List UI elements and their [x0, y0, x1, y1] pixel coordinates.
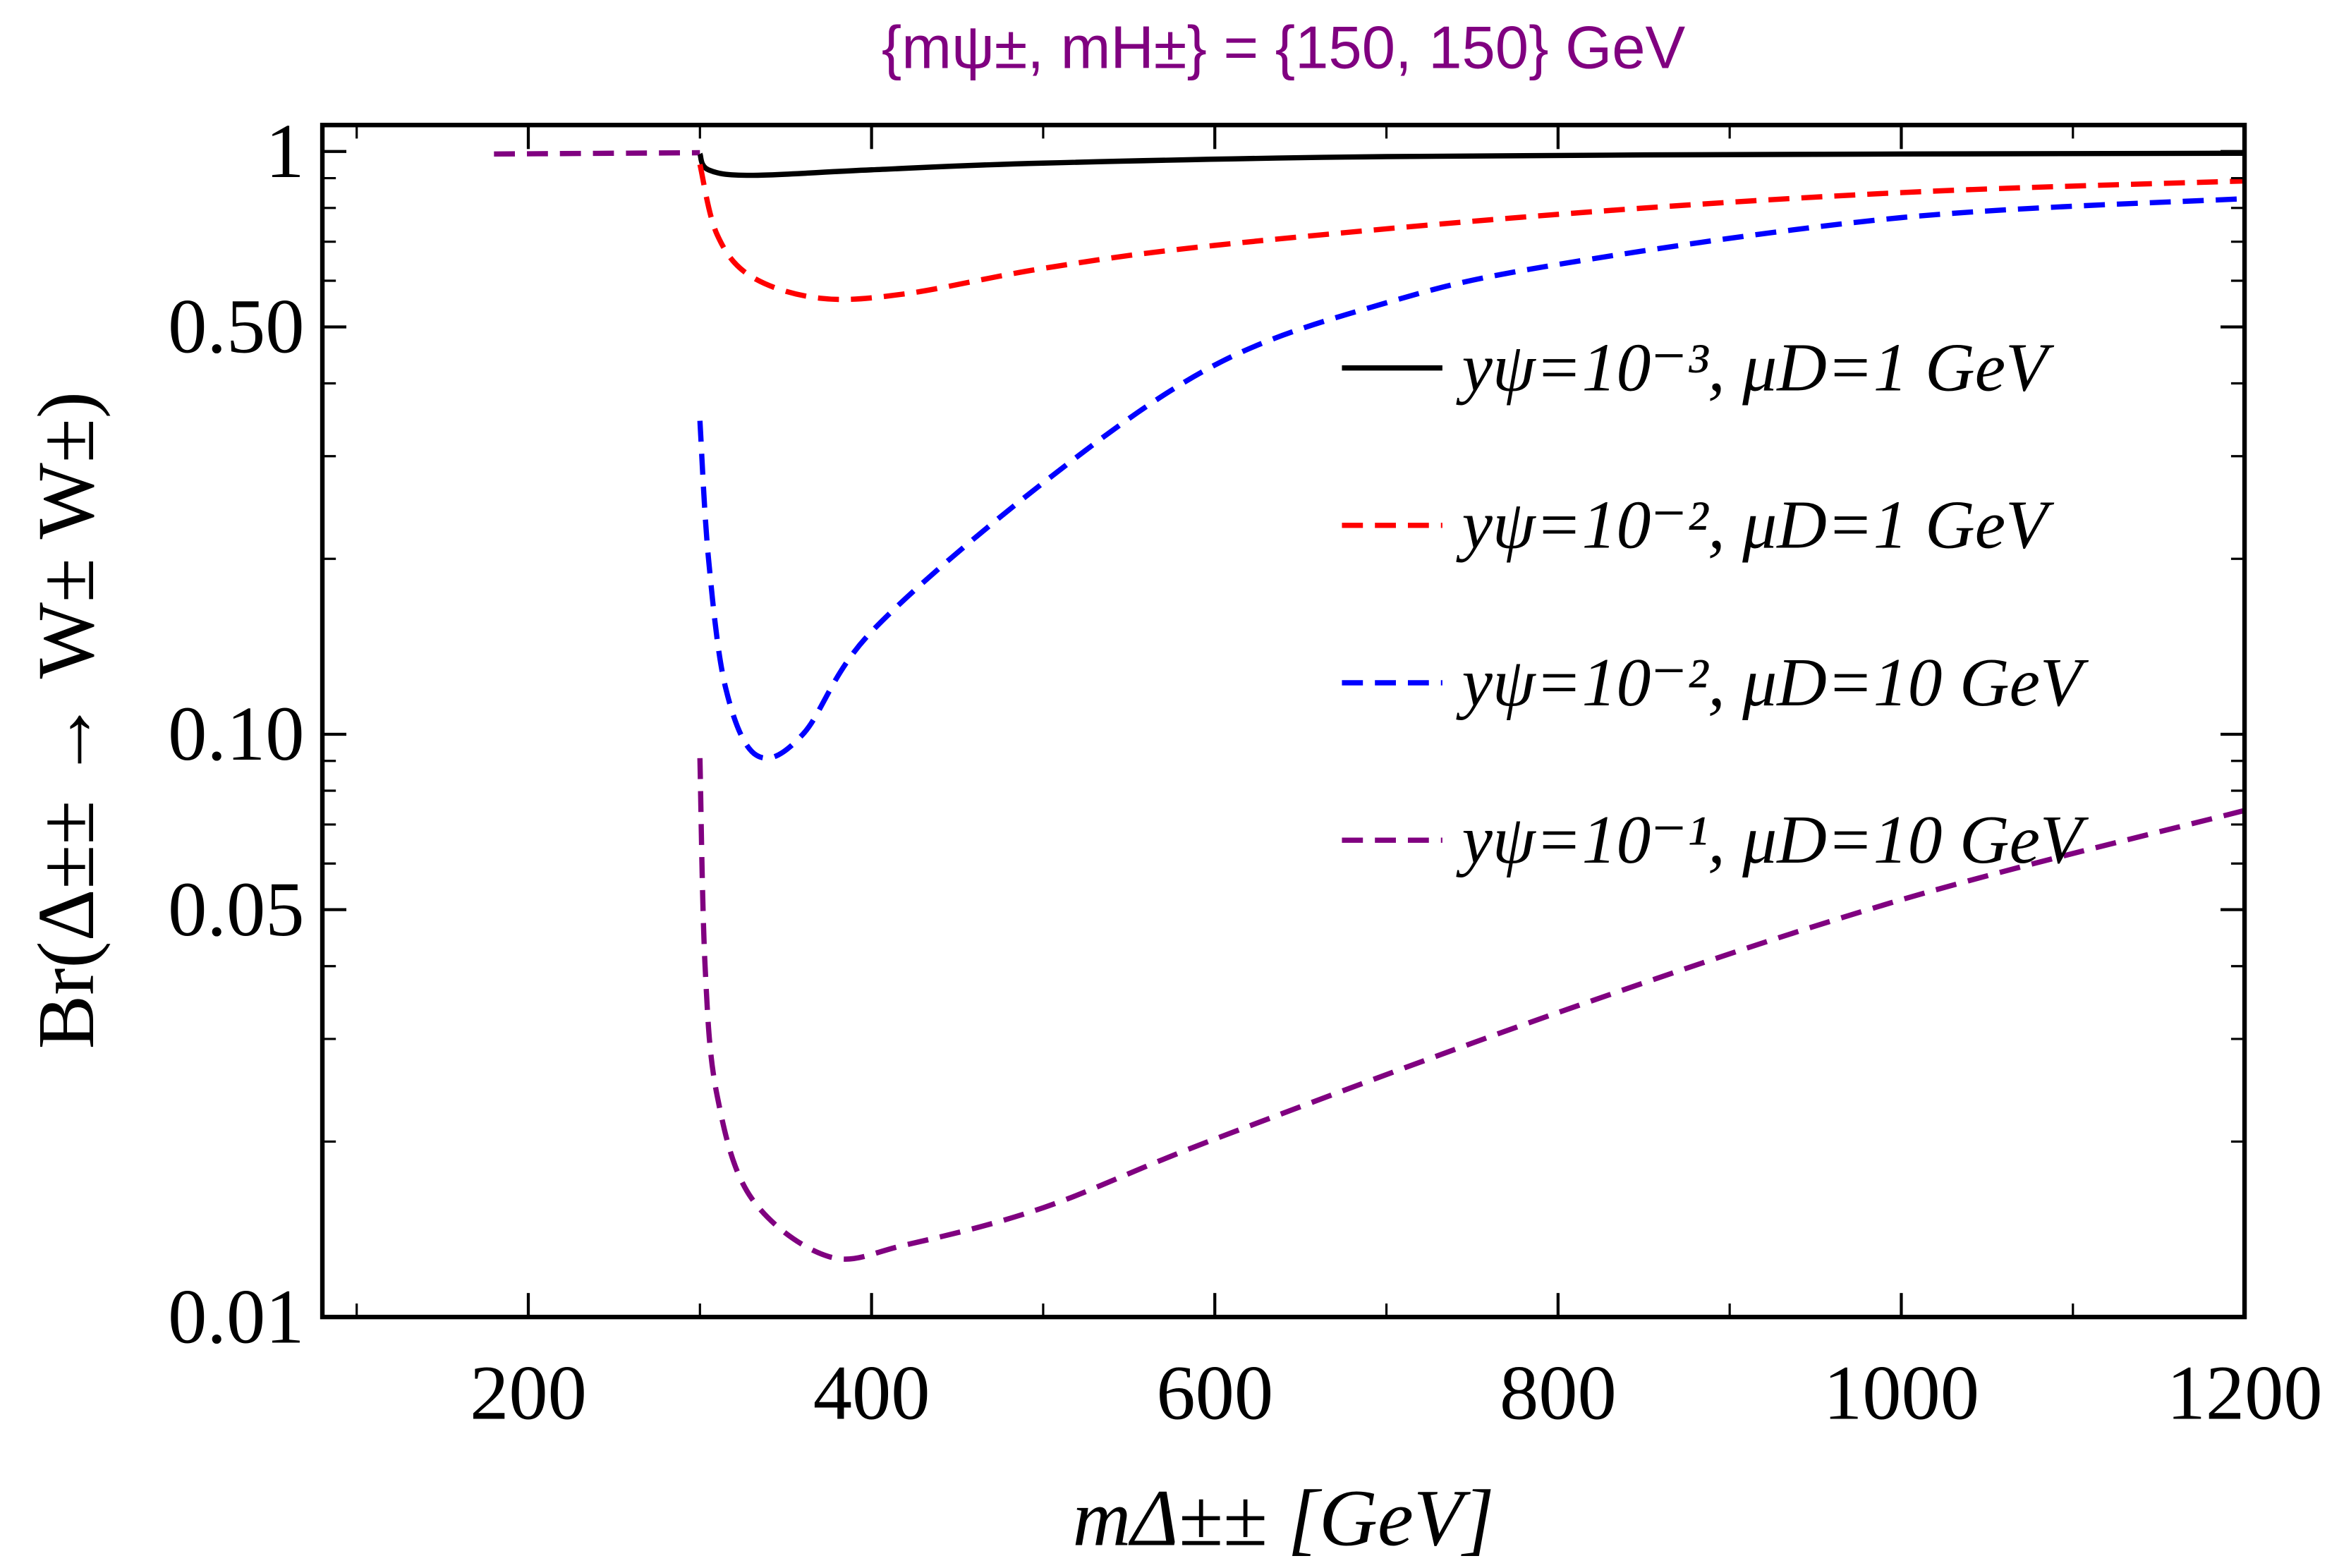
x-tick-label: 600 — [1156, 1350, 1273, 1436]
x-axis-label: mΔ±± [GeV] — [1072, 1473, 1494, 1562]
series-line-4 — [697, 758, 2246, 1262]
legend-label-1: yψ=10⁻³, μD=1 GeV — [1455, 330, 2055, 406]
series-line-2 — [697, 164, 2245, 303]
y-tick-label: 0.10 — [168, 691, 304, 777]
series-line-common-low-mass — [494, 150, 700, 157]
plot-frame — [320, 123, 2247, 1320]
y-tick-label: 0.05 — [168, 866, 304, 952]
axis-ticks: 200 400 600 800 1000 1200 0.01 0.05 0.10 0.50 1 — [168, 108, 2322, 1436]
x-tick-label: 200 — [470, 1350, 587, 1436]
y-tick-label: 0.01 — [168, 1273, 304, 1359]
chart-title: {mψ±, mH±} = {150, 150} GeV — [882, 15, 1686, 82]
curves — [494, 150, 2246, 1262]
legend-label-3: yψ=10⁻², μD=10 GeV — [1455, 645, 2089, 721]
y-tick-label: 0.50 — [168, 284, 304, 370]
series-line-3 — [697, 195, 2245, 761]
x-tick-label: 800 — [1500, 1350, 1617, 1436]
legend-label-4: yψ=10⁻¹, μD=10 GeV — [1455, 802, 2089, 878]
x-tick-label: 1000 — [1823, 1350, 1979, 1436]
legend: yψ=10⁻³, μD=1 GeV yψ=10⁻², μD=1 GeV yψ=10⁻… — [1342, 330, 2089, 878]
legend-label-2: yψ=10⁻², μD=1 GeV — [1455, 487, 2055, 564]
x-tick-label: 1200 — [2167, 1350, 2323, 1436]
y-axis-label: Br(Δ±± → W± W±) — [21, 391, 111, 1049]
x-tick-label: 400 — [813, 1350, 930, 1436]
series-line-1 — [697, 150, 2245, 178]
y-tick-label: 1 — [265, 108, 304, 194]
